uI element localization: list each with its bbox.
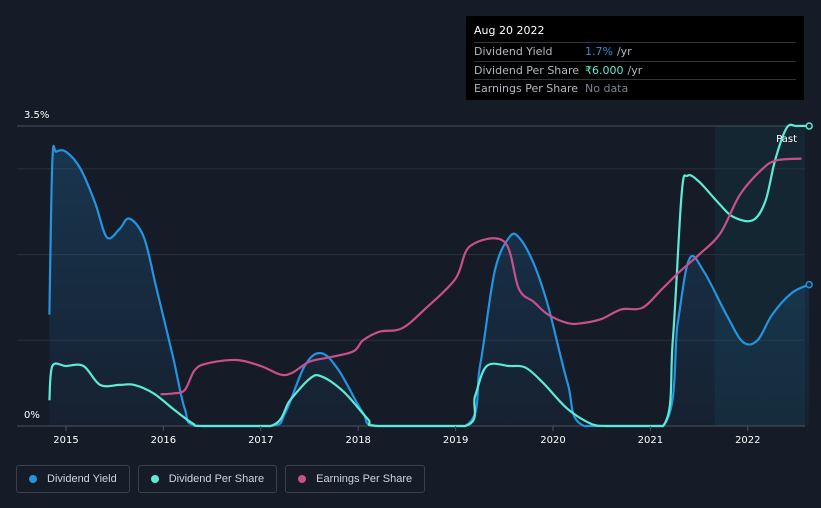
- tooltip-label: Dividend Yield: [474, 45, 553, 59]
- x-axis: 2015 2016 2017 2018 2019 2020 2021 2022: [53, 426, 761, 446]
- tooltip-unit: /yr: [616, 45, 632, 59]
- tooltip-row-earnings-per-share: Earnings Per Share No data: [474, 80, 796, 98]
- legend-dividend-per-share-button[interactable]: Dividend Per Share: [137, 465, 278, 493]
- tooltip-row-dividend-yield: Dividend Yield 1.7% /yr: [474, 43, 796, 62]
- tooltip-value: ₹6.000: [585, 63, 624, 77]
- y-axis-top-label: 3.5%: [24, 110, 49, 121]
- legend-dot-icon: [298, 475, 307, 483]
- x-tick-label: 2016: [151, 435, 176, 446]
- legend-dot-icon: [150, 475, 159, 483]
- x-tick-label: 2018: [345, 435, 370, 446]
- earnings-per-share-line: [160, 157, 802, 396]
- legend-earnings-per-share-button[interactable]: Earnings Per Share: [285, 465, 426, 493]
- y-axis-bottom-label: 0%: [24, 410, 40, 421]
- tooltip-label: Dividend Per Share: [474, 63, 580, 77]
- x-tick-label: 2020: [540, 435, 565, 446]
- tooltip-unit: /yr: [627, 63, 643, 77]
- x-tick-label: 2021: [638, 435, 663, 446]
- legend: Dividend Yield Dividend Per Share Earnin…: [16, 465, 426, 493]
- past-label: Past: [776, 134, 797, 145]
- series-end-marker: [805, 280, 813, 289]
- tooltip-label: Earnings Per Share: [474, 82, 579, 96]
- dividend-per-share-line: [48, 123, 810, 428]
- tooltip-value: No data: [585, 82, 629, 96]
- x-tick-label: 2017: [248, 435, 273, 446]
- tooltip-value: 1.7%: [585, 45, 613, 59]
- legend-label: Dividend Yield: [47, 473, 117, 485]
- tooltip-row-dividend-per-share: Dividend Per Share ₹6.000 /yr: [474, 62, 796, 80]
- legend-dividend-yield-button[interactable]: Dividend Yield: [16, 465, 130, 493]
- x-tick-label: 2019: [443, 435, 468, 446]
- dividend-yield-area: [49, 145, 810, 427]
- series-lines: [48, 122, 813, 428]
- legend-label: Earnings Per Share: [316, 473, 413, 485]
- legend-label: Dividend Per Share: [168, 473, 265, 485]
- x-tick-label: 2022: [735, 435, 760, 446]
- series-fills: [49, 145, 810, 427]
- x-tick-label: 2015: [53, 435, 78, 446]
- legend-dot-icon: [29, 475, 37, 483]
- tooltip: Aug 20 2022 Dividend Yield 1.7% /yr Divi…: [466, 16, 804, 100]
- series-end-marker: [805, 122, 813, 130]
- tooltip-date: Aug 20 2022: [474, 22, 796, 43]
